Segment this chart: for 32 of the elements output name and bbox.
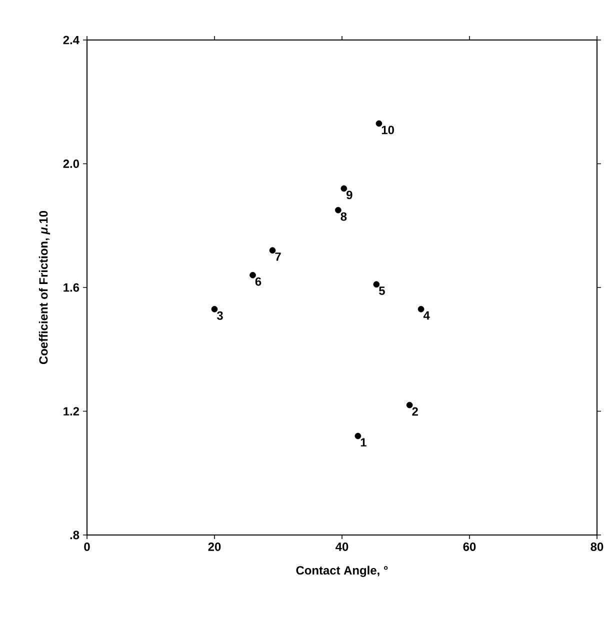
annotation: 5 [378,286,385,295]
x-tick-label: 60 [463,542,476,551]
y-axis-title: Coefficient of Friction, μ.10 [38,210,50,364]
y-tick-label: .8 [70,530,80,540]
point [340,185,348,192]
point [269,247,276,254]
annotation: 1 [360,438,366,446]
x-axis-title: Contact Angle, ° [296,566,388,577]
point [334,206,342,214]
annotation: 4 [423,311,430,320]
point [250,272,256,278]
y-tick-label: 1.2 [64,407,80,416]
point [211,306,218,312]
point [376,120,382,127]
point [354,432,362,440]
x-tick-label: 0 [84,542,90,551]
x-tick-label: 40 [336,542,348,551]
point [373,281,380,288]
x-tick-label: 80 [590,542,604,551]
y-tick-label: 2.4 [63,36,80,44]
point [406,402,413,408]
annotation: 3 [216,311,223,320]
point [418,306,424,312]
y-tick-label: 1.6 [64,283,80,292]
annotation: 10 [382,126,394,134]
annotation: 2 [412,407,418,416]
annotation: 6 [255,277,262,286]
annotation: 8 [340,212,347,221]
annotation: 9 [346,190,352,200]
annotation: 7 [275,252,281,261]
x-tick-label: 20 [208,542,221,551]
y-tick-label: 2.0 [63,160,79,168]
